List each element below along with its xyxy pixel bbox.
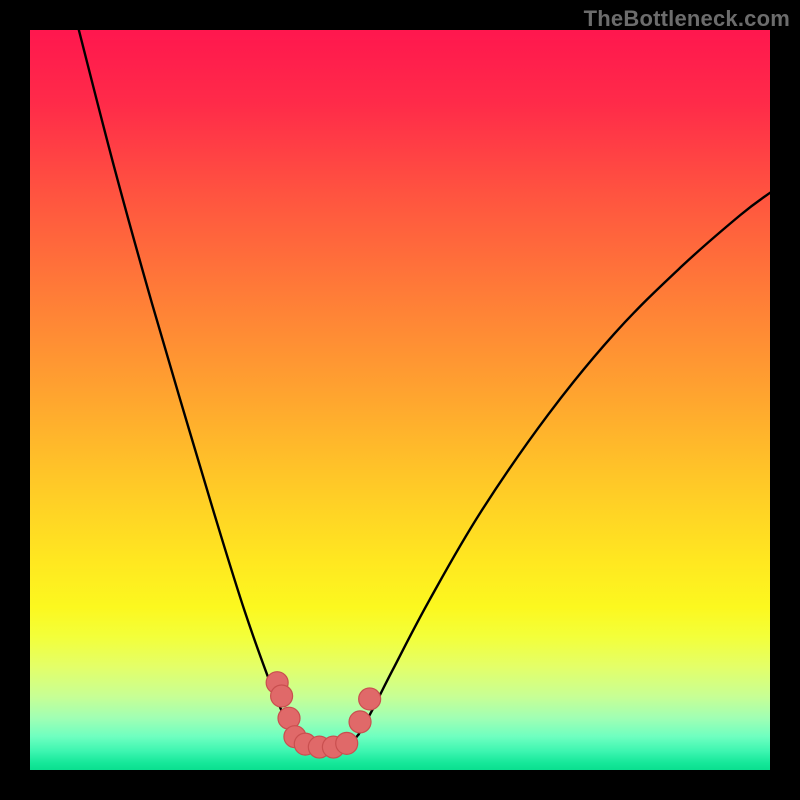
chart-inner [30,30,770,770]
chart-frame: TheBottleneck.com [0,0,800,800]
gradient-background [30,30,770,770]
marker-point [336,732,358,754]
marker-point [359,688,381,710]
marker-point [349,711,371,733]
marker-point [271,685,293,707]
chart-svg [30,30,770,770]
watermark-text: TheBottleneck.com [584,6,790,32]
